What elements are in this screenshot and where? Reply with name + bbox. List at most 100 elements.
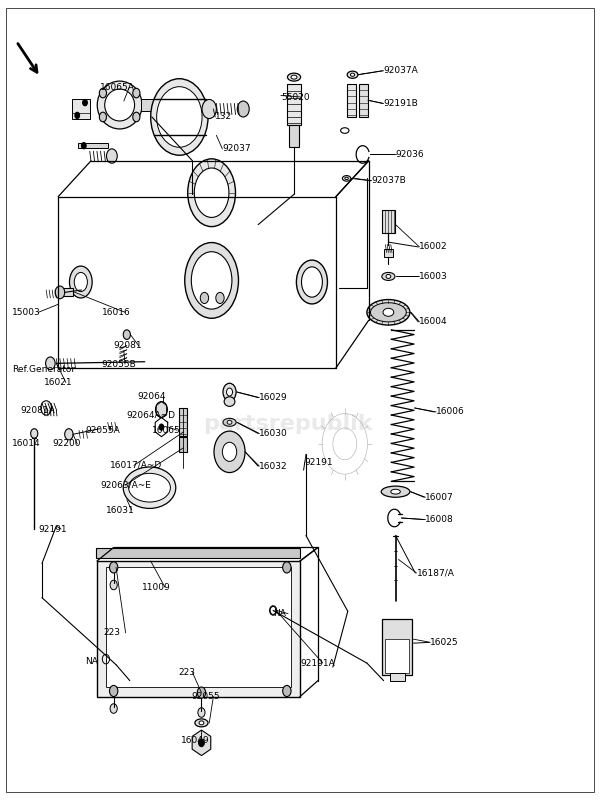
Text: 92063/A~E: 92063/A~E — [100, 481, 151, 490]
Circle shape — [223, 442, 236, 462]
Text: 92055A: 92055A — [85, 426, 120, 434]
Polygon shape — [192, 730, 211, 755]
Ellipse shape — [70, 266, 92, 298]
Ellipse shape — [194, 168, 229, 218]
Ellipse shape — [74, 273, 88, 291]
Circle shape — [82, 142, 86, 149]
Text: 92200: 92200 — [52, 439, 80, 448]
Text: 15003: 15003 — [12, 308, 41, 317]
Text: 92081A: 92081A — [20, 406, 55, 415]
Circle shape — [237, 101, 249, 117]
Circle shape — [216, 292, 224, 303]
Polygon shape — [97, 561, 300, 697]
Ellipse shape — [367, 299, 410, 325]
Circle shape — [55, 286, 65, 298]
Circle shape — [283, 562, 291, 573]
Bar — [287, 83, 301, 125]
Bar — [96, 548, 300, 558]
Circle shape — [109, 686, 118, 697]
Circle shape — [83, 99, 88, 106]
Circle shape — [197, 687, 206, 698]
Ellipse shape — [391, 490, 400, 494]
Text: 92191B: 92191B — [383, 99, 418, 108]
Ellipse shape — [386, 274, 391, 278]
Ellipse shape — [382, 273, 395, 281]
Ellipse shape — [287, 73, 301, 81]
Circle shape — [31, 429, 38, 438]
Ellipse shape — [199, 721, 204, 725]
Text: 16003: 16003 — [419, 272, 448, 281]
Text: 92191: 92191 — [305, 458, 334, 466]
Ellipse shape — [188, 159, 235, 226]
Text: 92037: 92037 — [223, 144, 251, 154]
Circle shape — [151, 78, 208, 155]
Text: 92037B: 92037B — [371, 176, 406, 186]
Polygon shape — [389, 673, 405, 681]
Ellipse shape — [224, 397, 235, 406]
Circle shape — [202, 99, 217, 118]
Text: 16025: 16025 — [430, 638, 459, 647]
Text: 92191: 92191 — [38, 525, 67, 534]
Circle shape — [65, 429, 73, 440]
Text: 11009: 11009 — [142, 583, 170, 592]
Polygon shape — [382, 619, 412, 675]
Circle shape — [159, 424, 164, 430]
Text: 92055: 92055 — [191, 692, 220, 701]
Text: 16008: 16008 — [425, 515, 454, 524]
Circle shape — [110, 580, 117, 590]
Ellipse shape — [223, 383, 236, 401]
Circle shape — [110, 704, 117, 714]
Ellipse shape — [191, 252, 232, 309]
Text: Ref.Generator: Ref.Generator — [12, 366, 75, 374]
Text: 16187/A: 16187/A — [416, 569, 454, 578]
Text: 92064: 92064 — [137, 391, 166, 401]
Circle shape — [100, 88, 107, 98]
Polygon shape — [385, 639, 409, 673]
Text: 92055B: 92055B — [102, 360, 136, 369]
Text: 16029: 16029 — [259, 393, 288, 402]
Text: 16031: 16031 — [106, 506, 134, 514]
Circle shape — [100, 112, 107, 122]
Text: 16030: 16030 — [259, 429, 288, 438]
Ellipse shape — [347, 71, 358, 78]
Polygon shape — [140, 99, 161, 110]
Polygon shape — [78, 143, 107, 148]
Circle shape — [155, 402, 167, 418]
Ellipse shape — [296, 260, 328, 304]
Text: 16065: 16065 — [152, 426, 181, 434]
Text: partsrepublik: partsrepublik — [203, 414, 373, 434]
Polygon shape — [72, 98, 90, 119]
Text: 16016: 16016 — [102, 308, 130, 317]
Ellipse shape — [223, 418, 236, 426]
Ellipse shape — [195, 719, 208, 727]
Ellipse shape — [301, 267, 322, 297]
Text: 55020: 55020 — [281, 93, 310, 102]
Text: 16002: 16002 — [419, 242, 448, 251]
Text: 16014: 16014 — [12, 439, 41, 448]
Text: 92191A: 92191A — [300, 658, 335, 667]
Ellipse shape — [350, 73, 355, 76]
Ellipse shape — [383, 308, 394, 316]
Circle shape — [46, 357, 55, 370]
Circle shape — [200, 292, 209, 303]
Text: 16017/A~D: 16017/A~D — [110, 461, 163, 470]
Ellipse shape — [123, 467, 176, 509]
Text: 16006: 16006 — [436, 407, 465, 417]
Ellipse shape — [381, 486, 410, 498]
Circle shape — [214, 431, 245, 473]
Ellipse shape — [185, 242, 238, 318]
Ellipse shape — [227, 388, 233, 396]
Circle shape — [109, 562, 118, 573]
Text: 16032: 16032 — [259, 462, 288, 470]
Bar — [179, 438, 187, 452]
Text: 16065A: 16065A — [100, 83, 135, 92]
Text: NA: NA — [85, 657, 98, 666]
Text: 132: 132 — [215, 113, 232, 122]
Circle shape — [133, 112, 140, 122]
Text: 92036: 92036 — [395, 150, 424, 159]
Bar — [383, 249, 393, 257]
Text: NA: NA — [273, 609, 286, 618]
Bar — [179, 408, 187, 436]
Text: 92037A: 92037A — [383, 66, 418, 75]
Text: 92064A~D: 92064A~D — [127, 411, 176, 421]
